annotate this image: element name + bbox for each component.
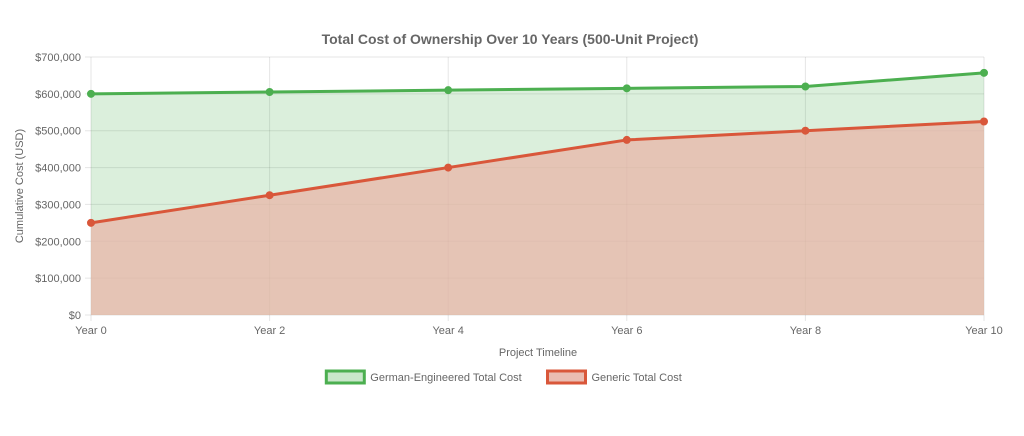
- data-point: [444, 163, 453, 172]
- data-point: [265, 88, 274, 97]
- chart-title: Total Cost of Ownership Over 10 Years (5…: [322, 31, 699, 47]
- y-tick-label: $100,000: [35, 273, 81, 285]
- data-point: [801, 126, 810, 135]
- point-layer: [87, 68, 988, 227]
- area-layer: [91, 72, 984, 315]
- y-tick-label: $0: [69, 310, 81, 322]
- data-point: [801, 82, 810, 91]
- legend-item-2: Generic Total Cost: [546, 369, 682, 385]
- data-point: [87, 89, 95, 98]
- y-tick-label: $600,000: [35, 89, 81, 101]
- x-tick-label: Year 8: [790, 325, 821, 337]
- y-tick-label: $300,000: [35, 199, 81, 211]
- legend-label: German-Engineered Total Cost: [370, 372, 521, 384]
- legend-swatch: [324, 369, 366, 385]
- y-tick-label: $400,000: [35, 163, 81, 175]
- series-line-1: [89, 71, 986, 96]
- series-line-2: [89, 120, 986, 225]
- x-axis-ticks: Year 0 Year 2 Year 4 Year 6 Year 8 Year 10: [75, 325, 1002, 337]
- x-tick-label: Year 2: [254, 325, 285, 337]
- legend-label: Generic Total Cost: [592, 372, 682, 384]
- data-point: [980, 68, 988, 77]
- data-point: [87, 218, 95, 227]
- legend-swatch: [546, 369, 587, 385]
- x-axis-label: Project Timeline: [499, 347, 577, 359]
- line-layer: [89, 71, 986, 225]
- legend: German-Engineered Total Cost Generic Tota…: [324, 369, 682, 385]
- y-tick-label: $200,000: [35, 236, 81, 248]
- x-tick-label: Year 0: [75, 325, 106, 337]
- data-point: [444, 86, 453, 95]
- data-point: [622, 135, 631, 144]
- y-axis-ticks: $0 $100,000 $200,000 $300,000 $400,000 $500,0…: [35, 52, 81, 322]
- x-tick-label: Year 6: [611, 325, 642, 337]
- y-axis-label: Cumulative Cost (USD): [14, 129, 26, 243]
- legend-item-1: German-Engineered Total Cost: [324, 369, 522, 385]
- data-point: [265, 191, 274, 200]
- x-tick-label: Year 4: [432, 325, 463, 337]
- x-tick-label: Year 10: [965, 325, 1003, 337]
- y-tick-label: $700,000: [35, 52, 81, 64]
- data-point: [622, 84, 631, 93]
- y-tick-label: $500,000: [35, 126, 81, 138]
- data-point: [980, 117, 988, 126]
- series-area-2: [91, 121, 984, 315]
